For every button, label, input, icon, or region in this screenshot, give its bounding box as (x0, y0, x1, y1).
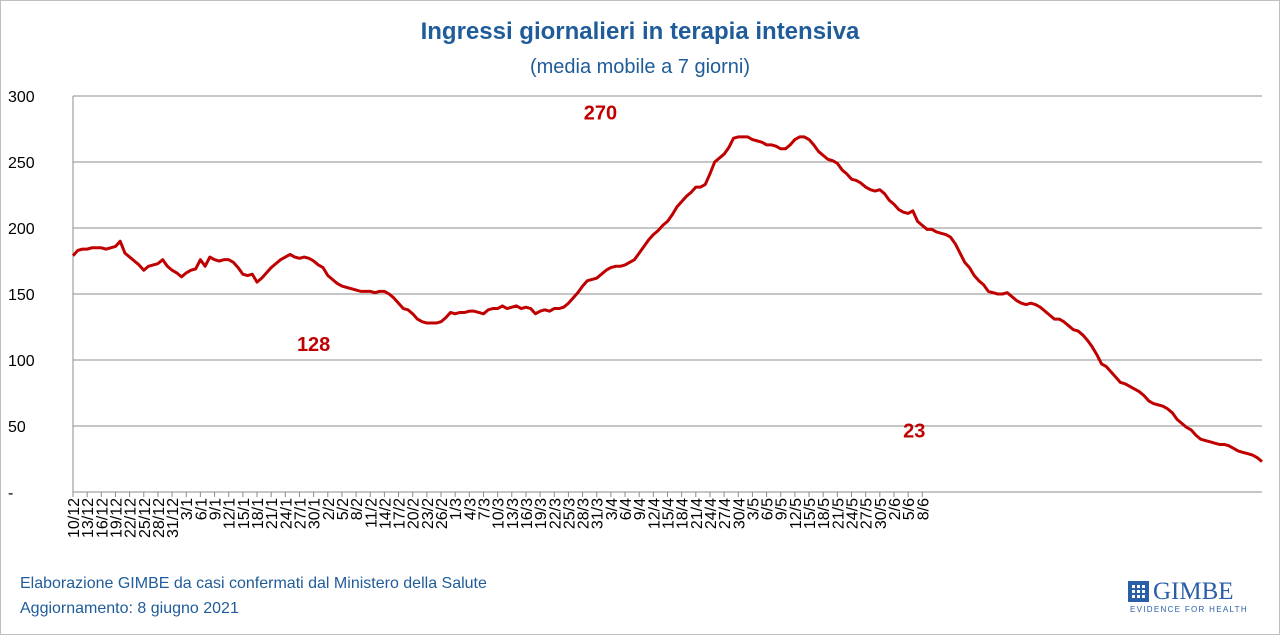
y-tick-label: 150 (8, 287, 35, 304)
logo-name: GIMBE (1153, 578, 1234, 605)
x-tick-label: 23/2 (420, 498, 437, 529)
x-tick-label: 2/6 (887, 498, 904, 520)
x-tick-label: 30/4 (731, 498, 748, 529)
x-tick-label: 16/3 (519, 498, 536, 529)
x-tick-label: 5/6 (901, 498, 918, 520)
gridlines (73, 95, 1262, 427)
x-axis-tick-labels: 10/1213/1216/1219/1222/1225/1228/1231/12… (66, 498, 932, 538)
x-tick-label: 19/12 (108, 498, 125, 538)
chart-subtitle: (media mobile a 7 giorni) (529, 56, 751, 78)
x-tick-label: 18/5 (816, 498, 833, 529)
x-tick-label: 25/12 (137, 498, 154, 538)
x-tick-label: 12/1 (222, 498, 239, 529)
chart-title: Ingressi giornalieri in terapia intensiv… (420, 18, 860, 45)
x-tick-label: 2/2 (321, 498, 338, 520)
x-tick-label: 5/2 (335, 498, 352, 520)
y-tick-label: 200 (8, 221, 35, 238)
x-tick-label: 27/1 (292, 498, 309, 529)
x-tick-label: 3/5 (745, 498, 762, 520)
x-tick-label: 31/12 (165, 498, 182, 538)
x-tick-label: 7/3 (476, 498, 493, 520)
x-tick-label: 18/1 (250, 498, 267, 529)
data-label: 23 (903, 421, 925, 443)
annotations: 128 270 23 (297, 103, 925, 443)
x-tick-label: 21/5 (830, 498, 847, 529)
x-tick-label: 27/4 (717, 498, 734, 529)
x-tick-label: 9/1 (208, 498, 225, 520)
x-tick-label: 24/1 (278, 498, 295, 529)
x-tick-label: 8/6 (915, 498, 932, 520)
y-tick-label: 250 (8, 155, 35, 172)
x-tick-label: 6/4 (618, 498, 635, 520)
gimbe-logo: GIMBE EVIDENCE FOR HEALTH (1128, 578, 1254, 618)
x-tick-label: 9/5 (774, 498, 791, 520)
x-tick-label: 20/2 (406, 498, 423, 529)
y-tick-label: 50 (8, 419, 26, 436)
x-tick-label: 3/4 (604, 498, 621, 520)
x-tick-label: 11/2 (363, 498, 380, 528)
x-tick-label: 9/4 (632, 498, 649, 520)
x-tick-label: 13/3 (505, 498, 522, 529)
x-axis (72, 96, 1262, 497)
data-label: 270 (584, 103, 617, 125)
x-tick-label: 13/12 (80, 498, 97, 538)
x-tick-label: 10/12 (66, 498, 83, 538)
x-tick-label: 19/3 (533, 498, 550, 529)
x-tick-label: 6/1 (193, 498, 210, 520)
x-tick-label: 16/12 (94, 498, 111, 538)
x-tick-label: 12/5 (788, 498, 805, 529)
x-tick-label: 28/3 (576, 498, 593, 529)
x-tick-label: 30/5 (873, 498, 890, 529)
x-tick-label: 10/3 (491, 498, 508, 529)
x-tick-label: 27/5 (859, 498, 876, 529)
x-tick-label: 31/3 (590, 498, 607, 529)
x-tick-label: 25/3 (561, 498, 578, 529)
logo-grid-icon (1128, 581, 1149, 602)
x-tick-label: 21/1 (264, 498, 281, 529)
x-tick-label: 15/1 (236, 498, 253, 529)
x-tick-label: 6/5 (760, 498, 777, 520)
y-axis-tick-labels: - 50 100 150 200 250 300 (8, 89, 35, 502)
x-tick-label: 8/2 (349, 498, 366, 520)
x-tick-label: 22/3 (547, 498, 564, 529)
x-tick-label: 17/2 (392, 498, 409, 529)
source-note: Elaborazione GIMBE da casi confermati da… (20, 575, 487, 592)
y-tick-label: - (8, 485, 13, 502)
x-tick-label: 15/4 (661, 498, 678, 529)
update-date: Aggiornamento: 8 giugno 2021 (20, 600, 239, 617)
data-label: 128 (297, 334, 330, 356)
x-tick-label: 24/4 (703, 498, 720, 529)
x-tick-label: 4/3 (462, 498, 479, 520)
x-tick-label: 28/12 (151, 498, 168, 538)
x-tick-label: 18/4 (675, 498, 692, 529)
logo-tagline: EVIDENCE FOR HEALTH (1130, 605, 1248, 614)
y-tick-label: 300 (8, 89, 35, 106)
x-tick-label: 1/3 (448, 498, 465, 520)
x-tick-label: 26/2 (434, 498, 451, 529)
x-tick-label: 22/12 (123, 498, 140, 538)
x-tick-label: 15/5 (802, 498, 819, 529)
x-tick-label: 14/2 (377, 498, 394, 529)
x-tick-label: 3/1 (179, 498, 196, 520)
x-tick-label: 30/1 (307, 498, 324, 529)
x-tick-label: 24/5 (845, 498, 862, 529)
series-group (71, 135, 1263, 463)
y-tick-label: 100 (8, 353, 35, 370)
series-line (71, 135, 1263, 463)
x-tick-label: 21/4 (689, 498, 706, 529)
x-tick-label: 12/4 (646, 498, 663, 529)
